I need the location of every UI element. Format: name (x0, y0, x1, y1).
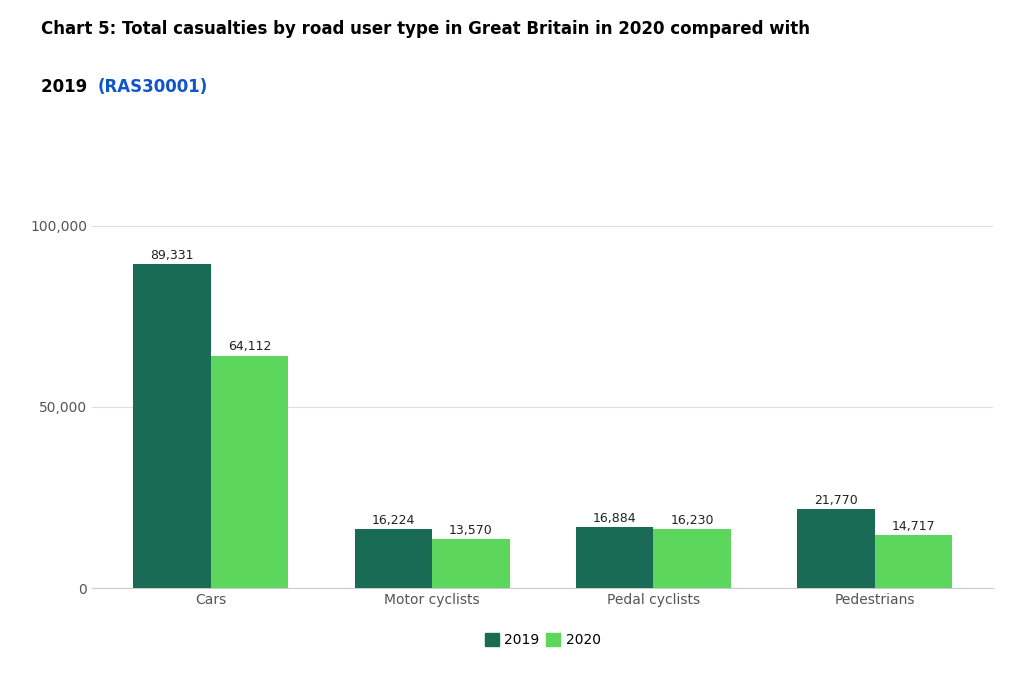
Text: 16,230: 16,230 (671, 514, 714, 527)
Bar (133, 264, 211, 588)
Text: 21,770: 21,770 (814, 494, 858, 507)
Text: Chart 5: Total casualties by road user type in Great Britain in 2020 compared wi: Chart 5: Total casualties by road user t… (41, 20, 810, 39)
Bar (575, 527, 653, 588)
Text: 2019: 2019 (41, 78, 93, 96)
Bar (354, 529, 432, 588)
Bar (874, 535, 952, 588)
Bar (798, 509, 874, 588)
Text: 14,717: 14,717 (892, 520, 935, 533)
Legend: 2019, 2020: 2019, 2020 (479, 628, 606, 653)
Text: 64,112: 64,112 (227, 341, 271, 354)
Text: 13,570: 13,570 (449, 524, 493, 537)
Text: 16,224: 16,224 (372, 514, 415, 527)
Text: 16,884: 16,884 (593, 512, 637, 525)
Bar (653, 529, 731, 588)
Bar (432, 539, 510, 588)
Text: 89,331: 89,331 (151, 249, 194, 262)
Bar (211, 356, 288, 588)
Text: (RAS30001): (RAS30001) (97, 78, 208, 96)
